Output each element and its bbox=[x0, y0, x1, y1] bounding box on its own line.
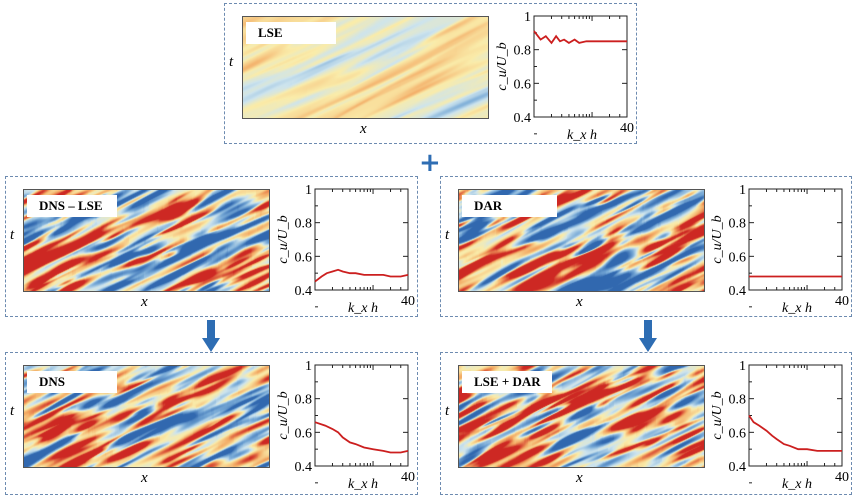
panel-dns: DNS t x 1 0.8 0.6 0.4 40 k_x h c_u/U_b bbox=[5, 352, 418, 495]
y-tick-label: 0.4 bbox=[514, 111, 532, 126]
x-axis-title: k_x h bbox=[782, 301, 812, 316]
phase-speed-chart: 1 0.8 0.6 0.4 40 k_x h c_u/U_b bbox=[710, 359, 849, 492]
x-axis-label: x bbox=[141, 294, 148, 310]
phase-speed-chart: 1 0.8 0.6 0.4 40 k_x h c_u/U_b bbox=[276, 359, 415, 492]
panel-label: DNS – LSE bbox=[27, 195, 117, 217]
x-axis-label: x bbox=[576, 294, 583, 310]
y-tick-label: 0.8 bbox=[514, 44, 532, 59]
phase-speed-chart: 1 0.8 0.6 0.4 40 k_x h c_u/U_b bbox=[276, 183, 415, 316]
x-axis-title: k_x h bbox=[348, 477, 378, 492]
down-arrow-icon bbox=[202, 320, 220, 352]
x-tick-label: 40 bbox=[620, 121, 634, 136]
y-axis-title: c_u/U_b bbox=[276, 215, 291, 263]
x-tick-label: 40 bbox=[835, 470, 849, 485]
phase-speed-curve bbox=[314, 421, 409, 454]
y-tick-label: 0.8 bbox=[295, 217, 313, 232]
panel-label: DAR bbox=[462, 195, 557, 217]
x-tick-label: 40 bbox=[401, 470, 415, 485]
y-tick-label: 0.8 bbox=[295, 393, 313, 408]
x-axis-label: x bbox=[360, 121, 367, 137]
t-axis-label: t bbox=[445, 227, 450, 243]
y-tick-label: 0.6 bbox=[729, 426, 747, 441]
y-tick-label: 1 bbox=[739, 359, 746, 374]
y-tick-label: 1 bbox=[305, 359, 312, 374]
y-tick-label: 0.6 bbox=[729, 250, 747, 265]
x-axis-title: k_x h bbox=[348, 301, 378, 316]
panel-dar: DAR t x 1 0.8 0.6 0.4 40 k_x h c_u/U_b bbox=[440, 176, 852, 317]
y-tick-label: 0.6 bbox=[295, 426, 313, 441]
plot-frame bbox=[748, 188, 843, 291]
x-axis-title: k_x h bbox=[567, 128, 597, 143]
phase-speed-chart: 1 0.8 0.6 0.4 40 k_x h c_u/U_b bbox=[495, 10, 634, 143]
panel-label: DNS bbox=[27, 371, 117, 393]
y-axis-title: c_u/U_b bbox=[710, 391, 725, 439]
phase-speed-chart: 1 0.8 0.6 0.4 40 k_x h c_u/U_b bbox=[710, 183, 849, 316]
y-tick-label: 0.6 bbox=[514, 77, 532, 92]
t-axis-label: t bbox=[10, 403, 15, 419]
y-tick-label: 1 bbox=[739, 183, 746, 198]
y-tick-label: 0.8 bbox=[729, 217, 747, 232]
panel-label: LSE + DAR bbox=[462, 371, 552, 393]
y-tick-label: 1 bbox=[524, 10, 531, 25]
x-tick-label: 40 bbox=[401, 294, 415, 309]
y-tick-label: 1 bbox=[305, 183, 312, 198]
y-tick-label: 0.4 bbox=[729, 284, 747, 299]
plot-frame bbox=[314, 364, 409, 467]
y-tick-label: 0.4 bbox=[729, 460, 747, 475]
x-axis-title: k_x h bbox=[782, 477, 812, 492]
phase-speed-curve bbox=[314, 268, 409, 283]
x-axis-label: x bbox=[576, 470, 583, 486]
plot-frame bbox=[533, 15, 628, 118]
t-axis-label: t bbox=[229, 54, 234, 70]
x-tick-label: 40 bbox=[835, 294, 849, 309]
y-axis-title: c_u/U_b bbox=[276, 391, 291, 439]
panel-lse-dar: LSE + DAR t x 1 0.8 0.6 0.4 40 k_x h c_u/U_b bbox=[440, 352, 852, 495]
plus-operator: + bbox=[419, 148, 441, 178]
phase-speed-curve bbox=[533, 30, 627, 45]
y-axis-title: c_u/U_b bbox=[710, 215, 725, 263]
panel-dns-lse: DNS – LSE t x 1 0.8 0.6 0.4 40 k_x h c_u/U_b bbox=[5, 176, 418, 317]
y-tick-label: 0.4 bbox=[295, 460, 313, 475]
t-axis-label: t bbox=[10, 227, 15, 243]
y-tick-label: 0.4 bbox=[295, 284, 313, 299]
y-tick-label: 0.8 bbox=[729, 393, 747, 408]
t-axis-label: t bbox=[445, 403, 450, 419]
phase-speed-curve bbox=[748, 414, 842, 452]
y-tick-label: 0.6 bbox=[295, 250, 313, 265]
y-axis-title: c_u/U_b bbox=[495, 42, 510, 90]
down-arrow-icon bbox=[639, 320, 657, 352]
panel-label: LSE bbox=[246, 22, 336, 44]
x-axis-label: x bbox=[141, 470, 148, 486]
panel-lse: LSE t x 1 0.8 0.6 0.4 40 k_x h c_u/U_b bbox=[224, 3, 637, 144]
